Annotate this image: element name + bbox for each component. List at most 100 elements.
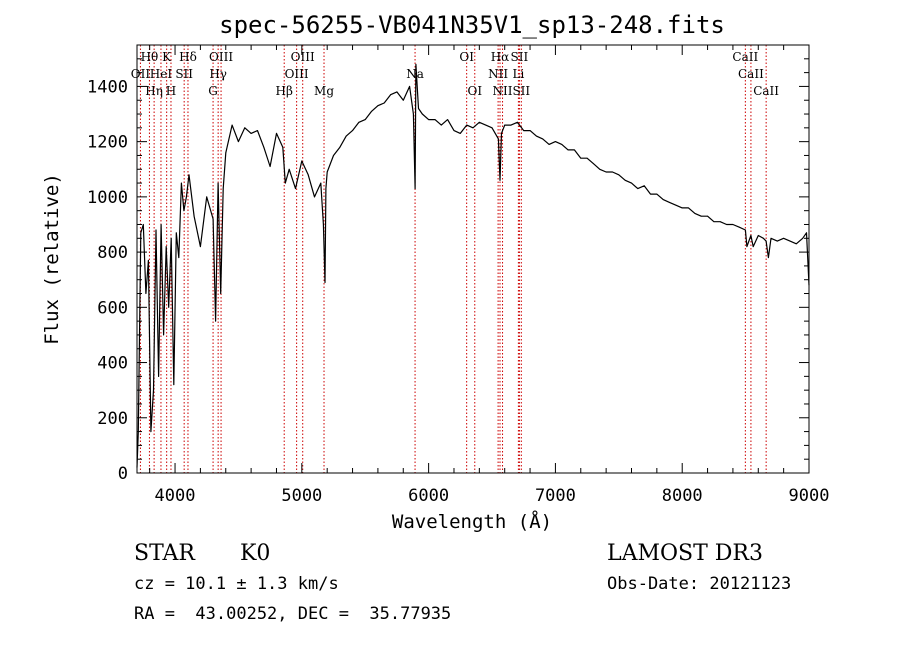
x-tick-label: 9000 <box>789 486 830 506</box>
data-point <box>371 110 372 112</box>
data-point <box>765 240 767 242</box>
data-point <box>158 376 160 377</box>
data-point <box>453 130 455 132</box>
y-axis-label: Flux (relative) <box>41 173 63 345</box>
data-point <box>170 237 172 239</box>
line-label: Hα <box>491 50 510 64</box>
sky-coordinates: RA = 43.00252, DEC = 35.77935 <box>134 604 451 624</box>
data-point <box>257 130 258 132</box>
spectrum-series <box>136 63 810 468</box>
data-point <box>409 86 410 87</box>
data-point <box>732 224 734 225</box>
data-point <box>314 196 315 198</box>
data-point <box>504 124 506 126</box>
data-point <box>301 160 303 162</box>
x-tick-label: 8000 <box>662 486 703 506</box>
data-point <box>757 235 759 236</box>
data-point <box>746 246 748 248</box>
data-point <box>795 243 797 245</box>
data-point <box>763 237 764 239</box>
line-label: OIII <box>291 50 315 64</box>
line-label: Na <box>406 67 424 81</box>
line-label: Hη <box>145 84 163 98</box>
data-point <box>548 144 550 145</box>
data-point <box>478 121 480 123</box>
data-point <box>215 320 217 322</box>
data-point <box>517 121 518 123</box>
data-point <box>323 224 324 225</box>
redshift-value: cz = 10.1 ± 1.3 km/s <box>134 574 339 594</box>
data-point <box>713 221 715 223</box>
data-point <box>324 282 326 283</box>
data-point <box>193 215 195 217</box>
y-tick-label: 200 <box>97 409 128 429</box>
line-label: OI <box>459 50 474 64</box>
data-point <box>402 99 404 101</box>
data-point <box>383 102 385 104</box>
data-point <box>165 246 167 248</box>
data-point <box>153 389 154 391</box>
data-point <box>789 240 791 242</box>
data-point <box>148 260 149 261</box>
data-point <box>599 168 601 170</box>
y-tick-label: 0 <box>118 464 128 484</box>
data-point <box>345 135 347 137</box>
data-point <box>225 152 227 154</box>
data-point <box>284 182 286 184</box>
line-label: OI <box>467 84 482 98</box>
data-point <box>605 171 607 173</box>
data-point <box>555 141 556 143</box>
line-label: G <box>208 84 218 98</box>
data-point <box>222 188 224 190</box>
data-point <box>428 119 429 120</box>
data-point <box>140 232 142 234</box>
data-point <box>567 149 569 151</box>
data-point <box>175 232 177 234</box>
data-point <box>574 149 575 151</box>
line-label: Hδ <box>179 50 197 64</box>
line-label: Hθ <box>141 50 159 64</box>
data-point <box>466 124 468 126</box>
data-point <box>396 91 398 93</box>
data-point <box>440 124 442 126</box>
data-point <box>586 157 588 159</box>
data-point <box>339 146 341 148</box>
y-tick-label: 800 <box>97 243 128 263</box>
data-point <box>707 215 708 217</box>
data-point <box>238 141 239 143</box>
data-point <box>768 257 769 258</box>
y-tick-label: 1400 <box>87 77 128 97</box>
data-point <box>472 127 474 129</box>
data-point <box>183 210 185 212</box>
data-point <box>325 188 327 190</box>
data-point <box>719 221 721 223</box>
data-point <box>231 124 233 126</box>
data-point <box>669 202 670 203</box>
data-point <box>806 232 807 234</box>
data-point <box>770 237 772 239</box>
data-point <box>776 240 778 242</box>
y-tick-label: 1000 <box>87 188 128 208</box>
x-tick-label: 6000 <box>408 486 449 506</box>
data-point <box>413 113 414 115</box>
data-point <box>738 226 740 228</box>
data-point <box>421 113 423 115</box>
data-point <box>145 293 147 294</box>
data-point <box>181 182 182 184</box>
line-label: SII <box>512 84 530 98</box>
line-label: OIII <box>285 67 309 81</box>
line-label: CaII <box>732 50 758 64</box>
data-point <box>269 166 271 167</box>
data-point <box>650 193 651 195</box>
spectral-subclass: K0 <box>240 541 270 566</box>
data-point <box>618 174 620 176</box>
data-point <box>200 246 201 248</box>
line-label: SII <box>175 67 193 81</box>
line-label: OII <box>131 67 151 81</box>
data-point <box>276 133 277 134</box>
y-axis: 0 200 400 600 800 1000 1200 1400 <box>87 58 809 484</box>
data-point <box>498 138 499 140</box>
data-point <box>694 213 696 214</box>
